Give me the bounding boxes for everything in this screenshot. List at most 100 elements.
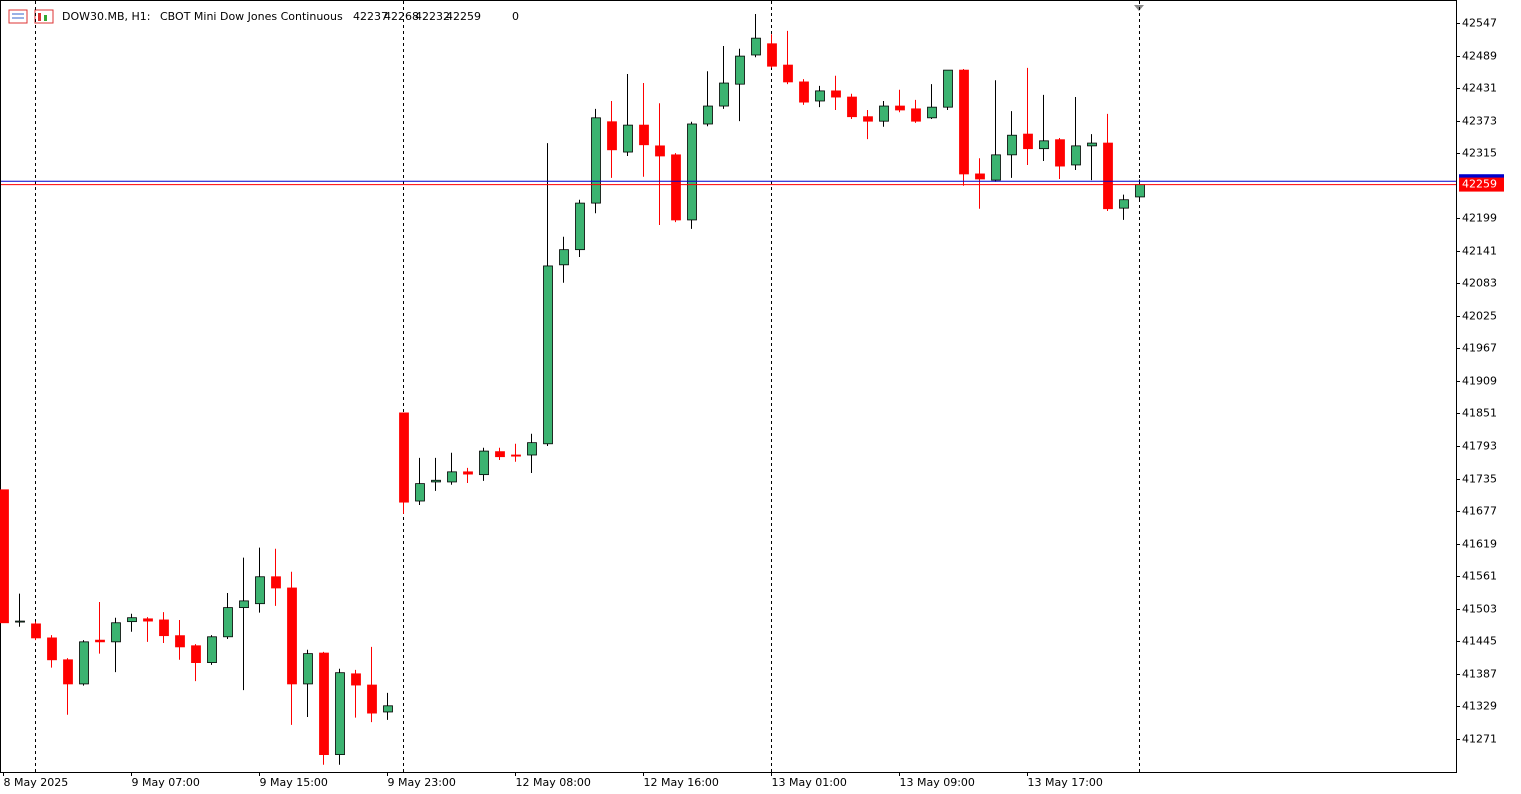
y-tick-label: 42547 [1462,17,1497,30]
candle-up [575,202,585,251]
candle-up [255,576,265,605]
x-tick-label: 13 May 09:00 [900,776,975,789]
candle-down [847,96,857,118]
candle-up [79,641,89,685]
candle-up [127,617,137,623]
candle-up [303,653,313,685]
candle-up [687,123,697,221]
y-tick-label: 42373 [1462,115,1497,128]
candle-up [447,471,457,483]
y-tick-label: 42431 [1462,82,1497,95]
bid-label: 42259 [1462,178,1497,191]
candle-down [975,173,985,180]
candle-down [895,105,905,111]
candle-up [927,106,937,119]
candle-up [415,483,425,502]
candle-down [511,454,521,457]
plot-frame [0,0,1457,773]
candle-down [1055,139,1065,167]
candle-up [207,636,217,663]
candle-up [623,124,633,153]
candle-down [639,124,649,146]
candle-down [495,451,505,458]
candle-down [767,43,777,67]
candle-up [879,105,889,122]
candle-up [815,90,825,102]
y-tick-label: 42489 [1462,50,1497,63]
x-tick-label: 9 May 07:00 [132,776,200,789]
candle-down [783,64,793,83]
candle-down [0,489,9,624]
candle-down [863,116,873,122]
x-tick-label: 9 May 15:00 [260,776,328,789]
x-tick-label: 12 May 16:00 [644,776,719,789]
y-tick-label: 41503 [1462,603,1497,616]
candle-up [591,117,601,204]
header-open: 42237 [353,10,388,23]
y-tick-label: 41793 [1462,440,1497,453]
candle-down [799,81,809,103]
y-tick-label: 41387 [1462,668,1497,681]
candle-up [479,450,489,476]
y-tick-label: 41329 [1462,700,1497,713]
candle-up [431,479,441,483]
candle-down [47,637,57,661]
candle-down [95,639,105,643]
candle-down [175,635,185,648]
y-tick-label: 41445 [1462,635,1497,648]
y-tick-label: 41909 [1462,375,1497,388]
candle-up [1039,140,1049,150]
x-tick-label: 13 May 17:00 [1028,776,1103,789]
candle-down [463,471,473,475]
header-icons [8,9,54,24]
y-tick-label: 42141 [1462,245,1497,258]
candle-down [1023,133,1033,150]
candle-down [367,684,377,714]
candle-up [559,249,569,266]
candle-up [1135,184,1145,198]
candle-up [1119,199,1129,209]
y-tick-label: 41561 [1462,570,1497,583]
x-tick-label: 8 May 2025 [4,776,69,789]
header-close: 42259 [446,10,481,23]
candle-up [703,105,713,125]
x-tick-label: 13 May 01:00 [772,776,847,789]
candle-up [991,154,1001,181]
header-low: 42232 [415,10,450,23]
bid-label-box [1459,177,1504,192]
description: CBOT Mini Dow Jones Continuous [160,10,343,23]
icon-list [8,9,28,24]
icon-bar [44,15,47,21]
y-tick-label: 41619 [1462,538,1497,551]
candle-down [159,619,169,637]
candle-down [191,645,201,663]
candle-up [335,672,345,756]
candle-up [383,705,393,713]
x-tick-label: 9 May 23:00 [388,776,456,789]
candle-up [735,55,745,85]
header-high: 42268 [384,10,419,23]
candle-down [287,587,297,685]
candle-down [831,90,841,98]
candle-down [319,652,329,756]
candle-down [351,673,361,686]
candle-up [527,442,537,456]
candle-down [143,618,153,622]
y-tick-label: 41271 [1462,733,1497,746]
candle-down [911,108,921,122]
y-tick-label: 42315 [1462,147,1497,160]
candle-down [271,576,281,589]
y-tick-label: 42083 [1462,277,1497,290]
candle-down [63,659,73,685]
candle-up [15,620,25,623]
header: DOW30.MB, H1: CBOT Mini Dow Jones Contin… [62,10,519,23]
y-tick-label: 41735 [1462,473,1497,486]
x-tick-label: 12 May 08:00 [516,776,591,789]
y-tick-label: 41677 [1462,505,1497,518]
icon-bar [38,13,41,21]
candle-up [751,37,761,56]
candle-down [607,121,617,151]
candle-down [399,412,409,503]
